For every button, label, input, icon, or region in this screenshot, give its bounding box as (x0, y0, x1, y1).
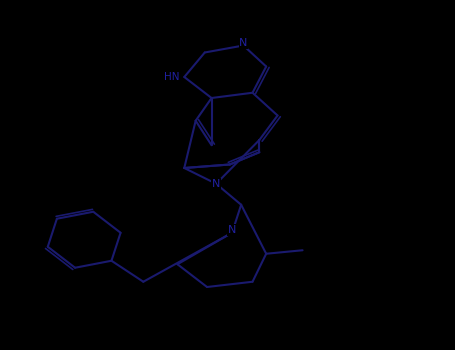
Text: N: N (212, 179, 220, 189)
Text: HN: HN (164, 72, 180, 82)
Text: N: N (228, 225, 236, 235)
Text: N: N (239, 38, 248, 48)
